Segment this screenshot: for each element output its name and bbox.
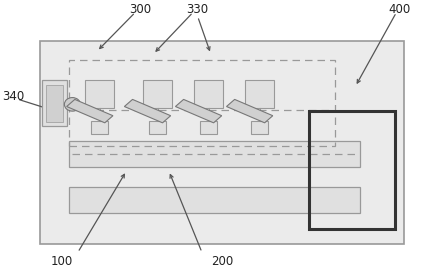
Polygon shape bbox=[124, 99, 170, 123]
Text: 300: 300 bbox=[129, 3, 151, 16]
Bar bbox=[149, 121, 166, 134]
Ellipse shape bbox=[64, 98, 80, 111]
Bar bbox=[69, 141, 360, 167]
Bar bbox=[200, 121, 217, 134]
Bar bbox=[91, 121, 108, 134]
Text: 400: 400 bbox=[388, 3, 411, 16]
Bar bbox=[143, 80, 172, 108]
Bar bbox=[85, 80, 114, 108]
Bar bbox=[245, 80, 274, 108]
Polygon shape bbox=[67, 99, 113, 123]
Polygon shape bbox=[226, 99, 273, 123]
Bar bbox=[69, 60, 335, 146]
Bar bbox=[67, 100, 72, 108]
Bar bbox=[46, 85, 63, 122]
Text: 330: 330 bbox=[186, 3, 209, 16]
Text: 340: 340 bbox=[2, 90, 24, 103]
Polygon shape bbox=[175, 99, 222, 123]
Bar bbox=[40, 41, 404, 244]
Bar bbox=[194, 80, 223, 108]
Bar bbox=[309, 111, 395, 229]
Text: 100: 100 bbox=[51, 255, 73, 268]
Bar bbox=[42, 80, 67, 126]
Bar bbox=[251, 121, 268, 134]
Text: 200: 200 bbox=[211, 255, 233, 268]
Bar bbox=[69, 187, 360, 213]
